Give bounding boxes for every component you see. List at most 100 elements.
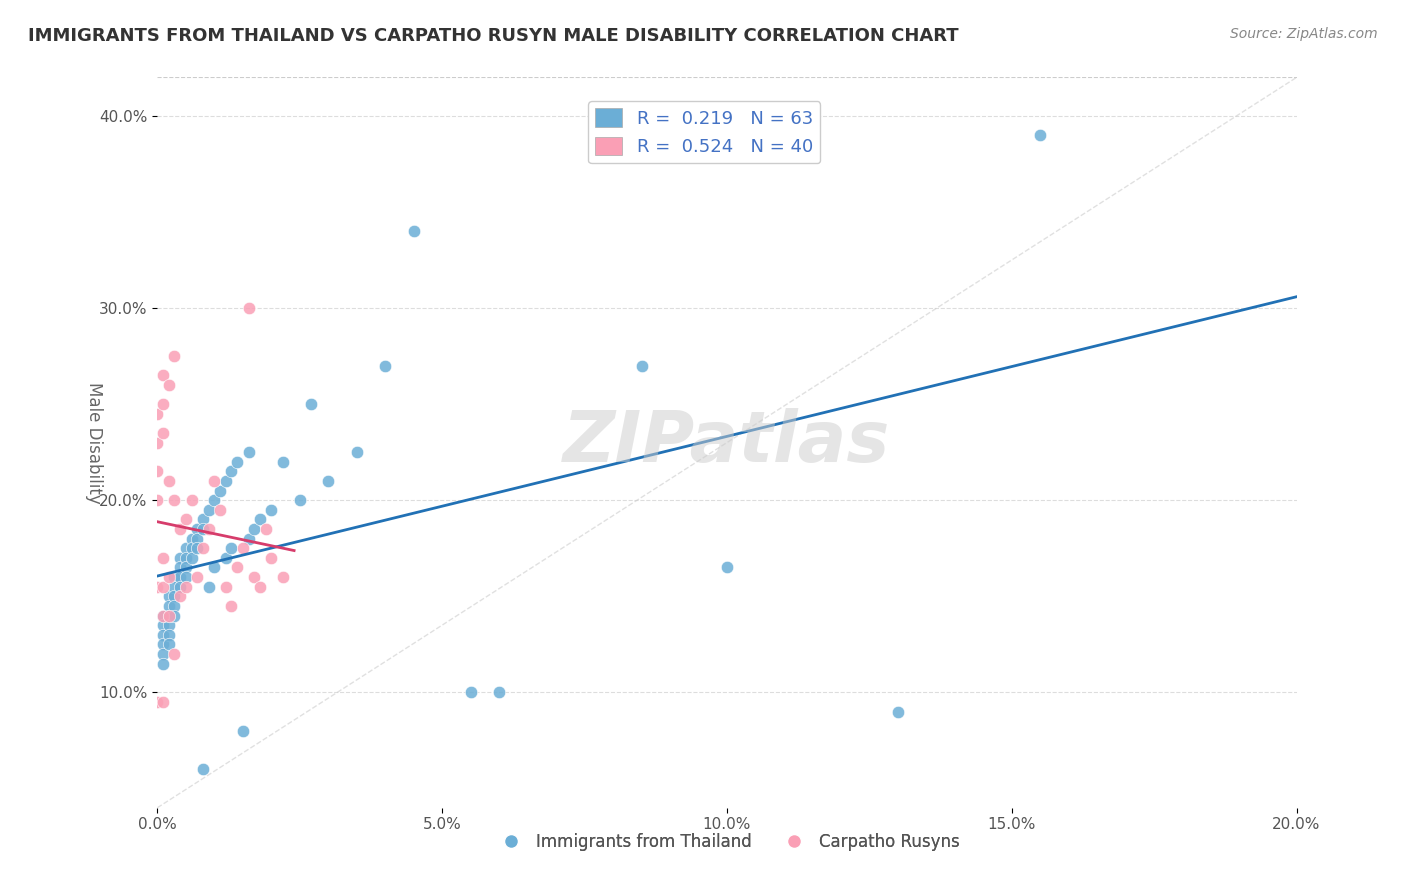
Point [221, 541, 243, 556]
Point [191, 522, 214, 536]
Text: ZIPatlas: ZIPatlas [564, 408, 890, 477]
Point [186, 522, 208, 536]
Point [152, 657, 174, 671]
Point [238, 301, 260, 315]
Point [169, 589, 191, 603]
Text: IMMIGRANTS FROM THAILAND VS CARPATHO RUSYN MALE DISABILITY CORRELATION CHART: IMMIGRANTS FROM THAILAND VS CARPATHO RUS… [28, 27, 959, 45]
Point [260, 503, 283, 517]
Point [152, 618, 174, 632]
Point [169, 550, 191, 565]
Point [157, 599, 180, 613]
Point [197, 580, 219, 594]
Point [374, 359, 396, 373]
Text: Source: ZipAtlas.com: Source: ZipAtlas.com [1230, 27, 1378, 41]
Point [169, 522, 191, 536]
Point [215, 580, 238, 594]
Point [226, 455, 249, 469]
Point [157, 628, 180, 642]
Point [254, 522, 277, 536]
Point [180, 532, 202, 546]
Point [209, 503, 232, 517]
Point [209, 483, 232, 498]
Point [174, 512, 197, 526]
Point [152, 368, 174, 383]
Point [152, 608, 174, 623]
Point [174, 541, 197, 556]
Point [316, 474, 339, 488]
Point [152, 425, 174, 440]
Point [180, 493, 202, 508]
Point [152, 608, 174, 623]
Point [716, 560, 738, 574]
Point [174, 560, 197, 574]
Point [169, 560, 191, 574]
Point [186, 541, 208, 556]
Point [152, 580, 174, 594]
Point [186, 570, 208, 584]
Point [146, 464, 169, 478]
Point [249, 512, 271, 526]
Point [146, 435, 169, 450]
Point [887, 705, 910, 719]
Point [163, 570, 186, 584]
Point [157, 570, 180, 584]
Point [163, 589, 186, 603]
Point [191, 541, 214, 556]
Point [146, 407, 169, 421]
Point [180, 541, 202, 556]
Point [157, 589, 180, 603]
Point [163, 349, 186, 363]
Point [202, 493, 225, 508]
Point [152, 628, 174, 642]
Point [191, 512, 214, 526]
Point [630, 359, 652, 373]
Point [157, 474, 180, 488]
Point [157, 608, 180, 623]
Point [157, 618, 180, 632]
Point [460, 685, 482, 699]
Point [226, 560, 249, 574]
Point [163, 608, 186, 623]
Point [157, 637, 180, 651]
Point [197, 503, 219, 517]
Point [271, 455, 294, 469]
Point [238, 445, 260, 459]
Point [169, 570, 191, 584]
Point [202, 560, 225, 574]
Point [346, 445, 368, 459]
Point [152, 397, 174, 411]
Point [299, 397, 322, 411]
Point [191, 762, 214, 776]
Point [157, 378, 180, 392]
Point [215, 474, 238, 488]
Point [288, 493, 311, 508]
Point [157, 608, 180, 623]
Point [215, 550, 238, 565]
Point [163, 599, 186, 613]
Point [232, 723, 254, 738]
Point [238, 532, 260, 546]
Point [221, 599, 243, 613]
Point [1029, 128, 1052, 142]
Point [169, 580, 191, 594]
Point [146, 580, 169, 594]
Point [163, 647, 186, 661]
Point [260, 550, 283, 565]
Point [163, 493, 186, 508]
Point [197, 522, 219, 536]
Point [174, 580, 197, 594]
Point [232, 541, 254, 556]
Point [243, 570, 266, 584]
Point [174, 550, 197, 565]
Point [249, 580, 271, 594]
Point [146, 695, 169, 709]
Point [146, 493, 169, 508]
Point [152, 550, 174, 565]
Point [152, 647, 174, 661]
Point [271, 570, 294, 584]
Point [488, 685, 510, 699]
Point [202, 474, 225, 488]
Point [402, 224, 425, 238]
Point [152, 695, 174, 709]
Point [174, 570, 197, 584]
